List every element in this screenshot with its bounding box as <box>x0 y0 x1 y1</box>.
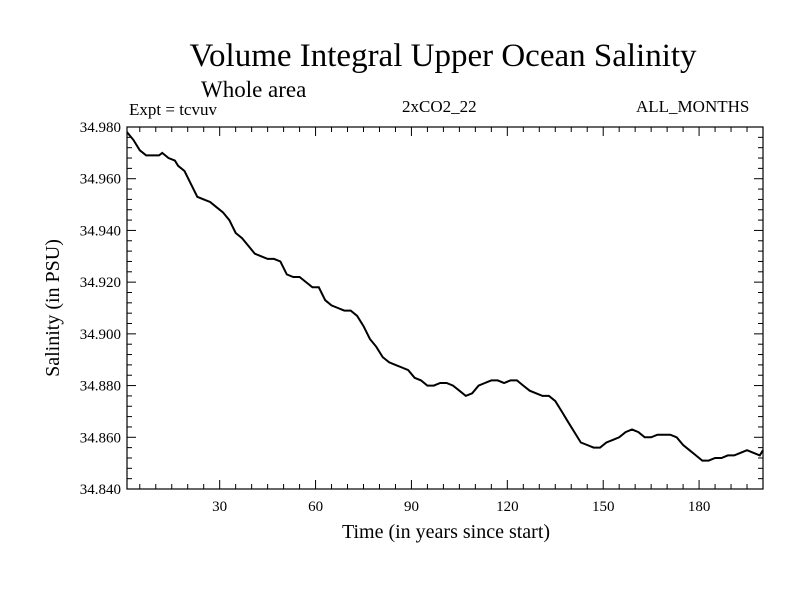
chart-title: Volume Integral Upper Ocean Salinity <box>189 38 697 74</box>
y-tick-label: 34.880 <box>80 379 121 395</box>
x-tick-label: 30 <box>212 499 227 515</box>
y-tick-label: 34.940 <box>80 223 121 239</box>
x-tick-label: 90 <box>404 499 419 515</box>
x-tick-label: 120 <box>496 499 519 515</box>
x-tick-label: 180 <box>688 499 711 515</box>
y-tick-label: 34.960 <box>80 172 121 188</box>
y-tick-label: 34.980 <box>80 120 121 136</box>
experiment-label: Expt = tcvuv <box>129 100 217 119</box>
x-axis-label: Time (in years since start) <box>342 521 550 543</box>
y-tick-label: 34.860 <box>80 430 121 446</box>
y-axis-label: Salinity (in PSU) <box>42 239 64 377</box>
y-tick-label: 34.920 <box>80 275 121 291</box>
tick-labels: 30 60 90 120 150 180 34.840 34.860 34.880 34.900 3… <box>80 120 711 515</box>
y-tick-label: 34.900 <box>80 327 121 343</box>
run-label: 2xCO2_22 <box>402 97 477 116</box>
x-tick-label: 150 <box>592 499 615 515</box>
y-tick-label: 34.840 <box>80 482 121 498</box>
plot-frame <box>126 126 764 490</box>
axis-ticks <box>127 127 763 489</box>
chart-subtitle: Whole area <box>201 77 307 102</box>
months-label: ALL_MONTHS <box>636 97 750 116</box>
x-tick-label: 60 <box>308 499 323 515</box>
series-line <box>126 131 764 462</box>
